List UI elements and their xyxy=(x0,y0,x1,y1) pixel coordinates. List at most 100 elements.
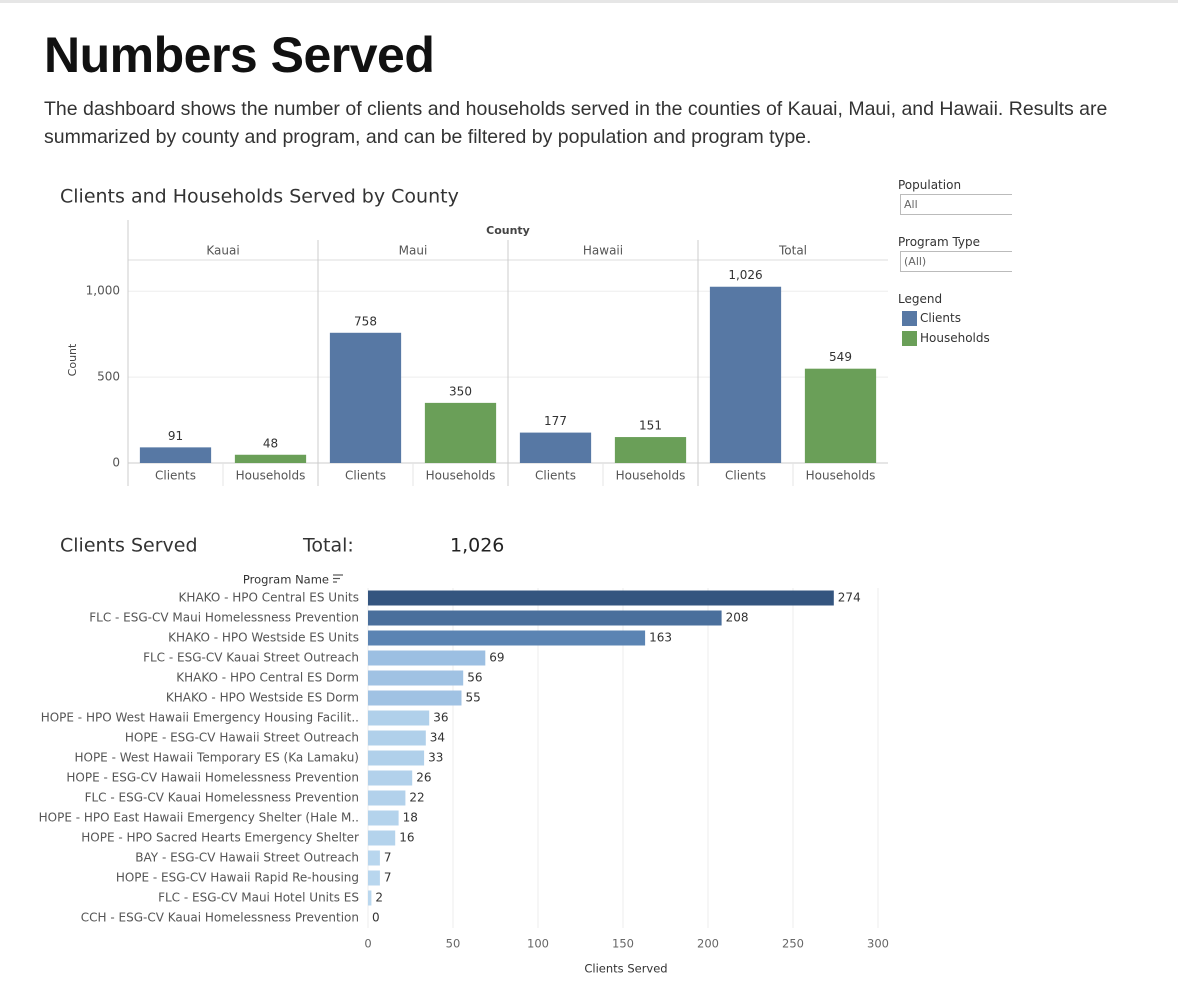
data-label: 549 xyxy=(829,350,852,364)
bar xyxy=(368,670,464,686)
data-label: 69 xyxy=(489,651,504,665)
legend-swatch xyxy=(902,310,917,326)
data-label: 34 xyxy=(430,731,445,745)
y-tick-label: FLC - ESG-CV Kauai Street Outreach xyxy=(143,651,359,665)
data-label: 0 xyxy=(372,911,380,925)
bar xyxy=(368,810,399,826)
chart-title: Clients and Households Served by County xyxy=(60,186,459,208)
x-tick-label: 300 xyxy=(867,937,889,951)
bar xyxy=(368,710,430,726)
y-tick-label: FLC - ESG-CV Maui Hotel Units ES xyxy=(158,891,359,905)
group-label: Maui xyxy=(399,244,428,258)
x-axis-label: Clients Served xyxy=(584,962,667,976)
summary-label: Total: xyxy=(302,535,354,557)
y-tick-label: BAY - ESG-CV Hawaii Street Outreach xyxy=(135,851,359,865)
bar xyxy=(804,368,877,463)
x-tick-label: Clients xyxy=(725,469,766,483)
bar xyxy=(368,770,413,786)
bar xyxy=(424,402,497,463)
filter: Population All xyxy=(898,178,1012,215)
y-tick-label: KHAKO - HPO Westside ES Units xyxy=(168,631,359,645)
bar xyxy=(234,454,307,463)
data-label: 177 xyxy=(544,414,567,428)
legend: Clients Households xyxy=(898,308,1012,348)
y-axis-label: Program Name xyxy=(243,573,329,587)
y-tick-label: 1,000 xyxy=(86,284,120,298)
legend-swatch xyxy=(902,330,917,346)
y-tick-label: HOPE - ESG-CV Hawaii Homelessness Preven… xyxy=(66,771,359,785)
y-tick-label: KHAKO - HPO Central ES Units xyxy=(179,591,359,605)
bar xyxy=(368,750,425,766)
x-tick-label: Households xyxy=(426,469,496,483)
page-title: Numbers Served xyxy=(44,27,435,83)
filter-dropdown[interactable]: (All) xyxy=(900,251,1012,272)
y-tick-label: HOPE - HPO East Hawaii Emergency Shelter… xyxy=(39,811,359,825)
x-tick-label: Households xyxy=(236,469,306,483)
y-tick-label: HOPE - ESG-CV Hawaii Rapid Re-housing xyxy=(116,871,359,885)
data-label: 26 xyxy=(416,771,431,785)
x-tick-label: Clients xyxy=(155,469,196,483)
legend-title: Legend xyxy=(898,292,943,306)
bar xyxy=(368,650,486,666)
data-label: 7 xyxy=(384,871,392,885)
y-tick-label: HOPE - HPO West Hawaii Emergency Housing… xyxy=(41,711,359,725)
filter-label: Program Type xyxy=(898,235,981,249)
data-label: 208 xyxy=(726,611,749,625)
bar xyxy=(368,590,834,606)
y-tick-label: FLC - ESG-CV Kauai Homelessness Preventi… xyxy=(85,791,359,805)
summary-value: 1,026 xyxy=(450,535,504,557)
group-label: Hawaii xyxy=(583,244,623,258)
y-tick-label: FLC - ESG-CV Maui Homelessness Preventio… xyxy=(89,611,359,625)
y-tick-label: CCH - ESG-CV Kauai Homelessness Preventi… xyxy=(81,911,359,925)
y-tick-label: KHAKO - HPO Westside ES Dorm xyxy=(166,691,359,705)
y-tick-label: HOPE - West Hawaii Temporary ES (Ka Lama… xyxy=(74,751,359,765)
x-tick-label: 250 xyxy=(782,937,804,951)
data-label: 33 xyxy=(428,751,443,765)
data-label: 163 xyxy=(649,631,672,645)
data-label: 18 xyxy=(403,811,418,825)
y-axis-label: Count xyxy=(66,343,79,376)
data-label: 350 xyxy=(449,384,472,398)
y-tick-label: HOPE - ESG-CV Hawaii Street Outreach xyxy=(125,731,359,745)
bar xyxy=(368,610,722,626)
legend-item: Clients xyxy=(902,308,1012,328)
data-label: 36 xyxy=(433,711,448,725)
legend-label: Households xyxy=(920,331,990,345)
top-border xyxy=(0,0,1178,3)
bar xyxy=(139,447,212,463)
x-tick-label: Households xyxy=(616,469,686,483)
bar xyxy=(709,286,782,463)
data-label: 22 xyxy=(409,791,424,805)
data-label: 274 xyxy=(838,591,861,605)
x-tick-label: 100 xyxy=(527,937,549,951)
x-tick-label: Clients xyxy=(345,469,386,483)
data-label: 2 xyxy=(375,891,383,905)
bar xyxy=(519,432,592,463)
x-tick-label: 200 xyxy=(697,937,719,951)
legend-label: Clients xyxy=(920,311,961,325)
group-axis-title: County xyxy=(486,224,530,237)
legend-item: Households xyxy=(902,328,1012,348)
data-label: 758 xyxy=(354,314,377,328)
bar xyxy=(368,830,396,846)
y-tick-label: 500 xyxy=(97,370,120,384)
filter-label: Population xyxy=(898,178,962,192)
bar xyxy=(614,437,687,463)
x-tick-label: Clients xyxy=(535,469,576,483)
data-label: 55 xyxy=(466,691,481,705)
bar xyxy=(368,870,380,886)
filter-dropdown[interactable]: All xyxy=(900,194,1012,215)
data-label: 91 xyxy=(168,429,183,443)
bar xyxy=(329,332,402,463)
data-label: 1,026 xyxy=(728,268,762,282)
bar xyxy=(368,890,372,906)
data-label: 151 xyxy=(639,419,662,433)
x-tick-label: 50 xyxy=(446,937,461,951)
page-description: The dashboard shows the number of client… xyxy=(44,98,1108,148)
y-tick-label: KHAKO - HPO Central ES Dorm xyxy=(176,671,359,685)
bar xyxy=(368,690,462,706)
group-label: Total xyxy=(778,244,807,258)
bar xyxy=(368,790,406,806)
